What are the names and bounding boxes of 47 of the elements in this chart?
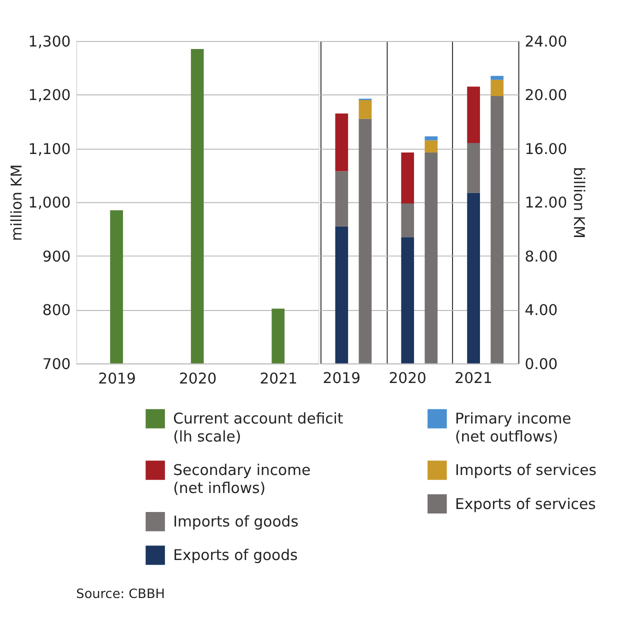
y-tick-label: 1,200 [28, 87, 71, 104]
y-tick-label: 1,300 [28, 33, 71, 50]
bar [424, 136, 438, 140]
bar [358, 118, 372, 364]
legend-label: Imports of services [454, 462, 596, 480]
y-tick-label: 700 [42, 356, 71, 373]
x-tick-label: 2019 [98, 370, 136, 388]
legend-label: Exports of services [454, 496, 596, 513]
y-tick-label: 800 [42, 302, 71, 320]
y2-tick-label: 16.00 [524, 140, 568, 158]
bar [424, 140, 438, 152]
bar [358, 100, 372, 119]
y2-tick-label: 20.00 [524, 87, 568, 104]
legend-label: Primary income (net outflows) [454, 410, 572, 446]
y2-tick-label: 8.00 [524, 248, 558, 266]
bar [467, 86, 480, 144]
y2-tick-label: 0.00 [524, 356, 558, 373]
bar [335, 171, 348, 226]
bar [335, 226, 348, 364]
x-tick-label: 2021 [454, 370, 492, 388]
y-tick-label: 1,000 [28, 194, 71, 212]
legend-label: Exports of goods [173, 547, 298, 564]
x-tick-label: 2019 [322, 370, 361, 388]
bar [401, 237, 414, 364]
legend-label: Imports of goods [173, 514, 298, 531]
y-tick-label: 900 [42, 248, 71, 266]
legend-label: Current account deficit (lh scale) [173, 410, 344, 446]
bar [490, 76, 504, 80]
y2-tick-label: 12.00 [524, 194, 568, 212]
bar [490, 96, 504, 364]
y2-tick-label: 24.00 [524, 33, 568, 50]
x-tick-label: 2020 [178, 370, 217, 388]
x-tick-label: 2020 [388, 370, 426, 388]
y2-axis-title: billion KM [570, 166, 588, 238]
bar [490, 80, 504, 96]
source-note: Source: CBBH [76, 586, 165, 602]
bar [335, 113, 348, 172]
bar [401, 152, 414, 204]
y-tick-label: 1,100 [28, 140, 71, 158]
x-tick-label: 2021 [260, 370, 298, 388]
y-axis-title: million KM [8, 164, 26, 241]
legend-label: Secondary income (net inflows) [173, 462, 311, 497]
y2-tick-label: 4.00 [524, 302, 558, 320]
bar [401, 204, 414, 238]
bar [424, 152, 438, 364]
bar [467, 192, 480, 364]
bar [467, 143, 480, 193]
